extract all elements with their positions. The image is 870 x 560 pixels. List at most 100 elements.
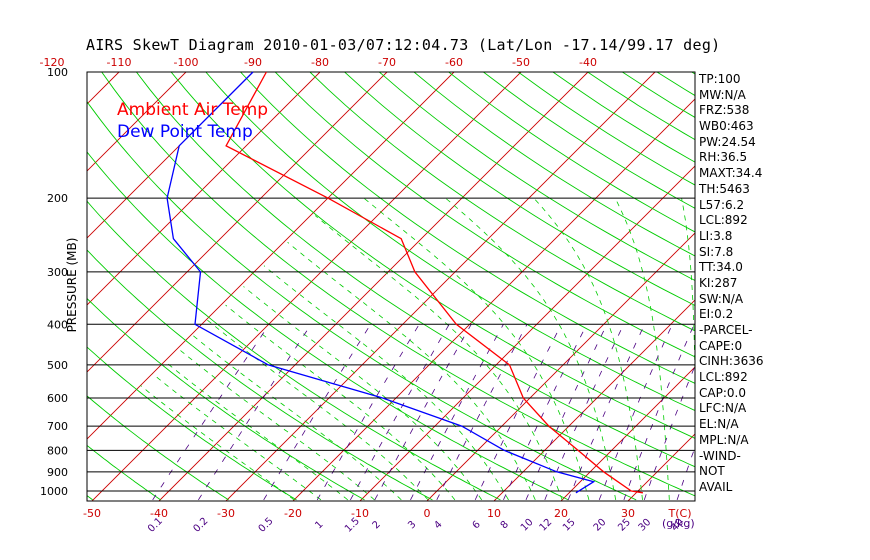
dry-adiabat-line [344,72,695,306]
pressure-tick-label: 200 [47,192,68,205]
top-temp-tick-label: -60 [445,56,463,69]
moist-adiabat-line [614,197,670,500]
plot-frame [86,71,696,502]
pressure-tick-label: 1000 [40,485,68,498]
stat-item: SI:7.8 [699,244,734,259]
stat-item: -PARCEL- [699,323,753,337]
dry-adiabat-line [274,72,695,358]
mixing-ratio-tick-label: 0.2 [192,516,211,535]
stat-item: FRZ:538 [699,103,750,118]
isotherm-line [426,232,695,501]
bottom-temp-tick-label: 10 [487,507,501,520]
mixing-ratio-line [598,324,673,501]
mixing-ratio-tick-label: 12 [538,517,555,534]
stat-item: TH:5463 [699,181,750,196]
ambient-air-temp-line [225,71,643,494]
mixing-ratio-tick-label: 30 [637,517,654,534]
dry-adiabat-line [483,72,695,209]
mixing-ratio-line [198,324,312,501]
dry-adiabat-line [309,72,695,332]
top-temp-tick-label: -70 [378,56,396,69]
mixing-ratio-tick-label: 3 [406,519,418,531]
dry-adiabat-line [87,297,365,501]
moist-adiabat-line [681,198,695,434]
dew-point-temp-line [166,71,596,494]
stat-item: MW:N/A [699,87,746,102]
isotherm-line [225,72,656,501]
mixing-ratio-line [436,324,528,501]
moist-adiabat-line [363,197,590,500]
dry-adiabat-line [170,72,695,439]
dry-adiabat-line [87,151,569,501]
mixing-ratio-tick-label: 6 [471,519,483,531]
stat-item: MAXT:34.4 [699,166,763,181]
mixing-ratio-unit-label: (g/kg) [662,517,695,530]
moist-adiabat-line [225,304,456,501]
top-temp-tick-label: -40 [579,56,597,69]
mixing-ratio-line [544,324,625,501]
mixing-ratio-tick-label: 1 [313,519,325,531]
stat-item: CINH:3636 [699,354,764,369]
isotherm-line [493,299,695,501]
background-grid [87,72,870,501]
top-temp-tick-label: -100 [174,56,199,69]
dry-adiabat-line [87,100,637,501]
top-temp-tick-label: -110 [107,56,132,69]
moist-adiabat-line [152,373,322,501]
isotherm-line [87,72,321,306]
stat-item: LI:3.8 [699,228,733,243]
stat-item: CAP:0.0 [699,385,746,400]
isotherm-line [87,72,120,105]
stat-item: LCL:892 [699,213,748,228]
stat-item: CAPE:0 [699,338,743,353]
chart-title: AIRS SkewT Diagram 2010-01-03/07:12:04.7… [86,36,721,54]
pressure-tick-label: 600 [47,392,68,405]
isotherm-line [91,72,522,501]
dry-adiabat-line [136,72,695,468]
stat-item: LCL:892 [699,370,748,385]
bottom-temp-tick-label: 0 [424,507,431,520]
stat-item: RH:36.5 [699,150,748,165]
isotherm-line [158,72,589,501]
mixing-ratio-line [474,324,562,501]
mixing-ratio-tick-label: 8 [499,519,511,531]
moist-adiabat-line [243,286,483,501]
moist-adiabat-line [287,241,536,501]
stat-item: L57:6.2 [699,197,745,212]
moist-adiabat-line [263,265,509,501]
dry-adiabat-line [87,346,297,501]
sounding-stats-panel: TP:100 MW:N/A FRZ:538 WB0:463 PW:24.54 RH:36.… [699,72,764,496]
stat-item: KI:287 [699,275,738,290]
moist-adiabat-line [445,197,617,500]
moist-adiabat-line [166,362,348,501]
pressure-tick-label: 900 [47,466,68,479]
y-axis-label: PRESSURE (MB) [65,237,79,333]
isotherm-line [87,72,187,172]
bottom-temp-tick-label: -50 [83,507,101,520]
mixing-ratio-tick-label: 20 [592,517,609,534]
dry-adiabat-line [87,249,433,501]
isotherm-line [560,366,695,501]
legend-ambient-air-temp: Ambient Air Temp [117,100,269,120]
mixing-ratio-line [410,324,504,501]
top-temp-tick-label: -90 [244,56,262,69]
mixing-ratio-line [152,324,270,501]
stat-item: LFC:N/A [699,401,747,416]
isotherm-line [87,72,455,440]
legend-dew-point-temp: Dew Point Temp [117,122,253,142]
bottom-temp-tick-label: 20 [554,507,568,520]
mixing-ratio-line [263,324,371,501]
mixing-ratio-tick-label: 4 [432,519,444,531]
mixing-ratio-line [374,324,472,501]
bottom-temp-tick-label: -10 [351,507,369,520]
dry-adiabat-line [413,72,695,257]
mixing-ratio-tick-label: 10 [519,517,536,534]
isotherm-line [292,98,695,501]
dry-adiabat-line [831,72,870,500]
moist-adiabat-line [140,385,295,501]
top-temp-tick-label: -120 [40,56,65,69]
mixing-ratio-line [316,324,420,501]
stat-item: WB0:463 [699,119,754,134]
stat-item: PW:24.54 [699,134,756,149]
